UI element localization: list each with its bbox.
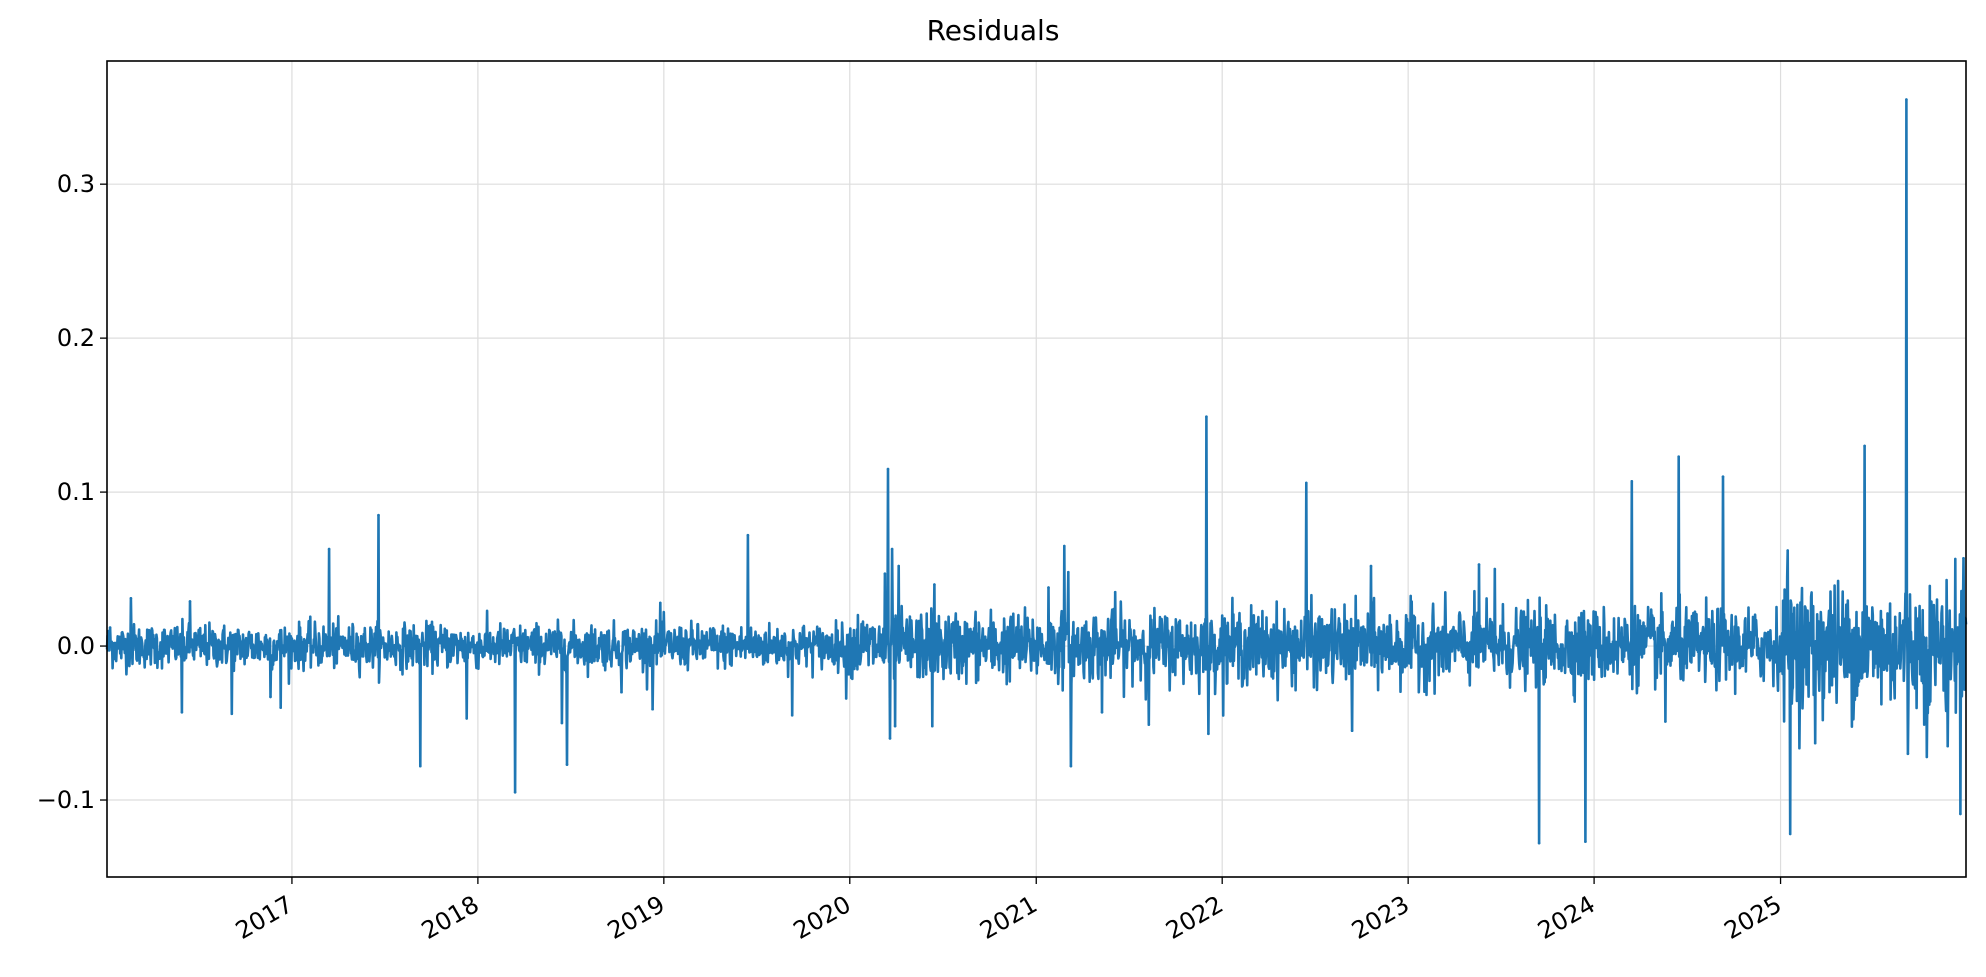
residual-spike-point — [1100, 711, 1104, 714]
x-tick-label: 2025 — [1719, 890, 1786, 945]
tick-layer: 2017 2018 2019 2020 2021 2022 2023 2024 2025 −0.1… — [37, 170, 1787, 945]
residual-spike-point — [790, 714, 794, 717]
residual-spike-point — [746, 533, 750, 537]
residual-spike-point — [1863, 444, 1866, 448]
y-tick-label: 0.3 — [57, 170, 95, 198]
residual-spike-point — [1788, 832, 1792, 836]
residual-spike-point — [651, 707, 654, 711]
residual-spike-point — [1905, 98, 1908, 101]
residual-spike-point — [419, 764, 422, 768]
residual-spike-point — [1205, 415, 1208, 419]
residual-spike-point — [188, 600, 192, 603]
y-tick-label: 0.1 — [57, 478, 95, 506]
line-layer — [105, 98, 1968, 845]
residual-spike-point — [620, 690, 623, 694]
residual-spike-point — [1113, 590, 1117, 594]
residual-spike-point — [279, 706, 283, 709]
y-tick-label: 0.2 — [57, 324, 95, 352]
residual-spike-point — [1369, 564, 1373, 568]
residual-spike-point — [1925, 755, 1929, 759]
residual-spike-point — [1584, 840, 1587, 843]
residual-spike-point — [931, 724, 934, 728]
residual-spike-point — [890, 547, 894, 551]
x-tick-label: 2019 — [603, 890, 670, 945]
residual-spike-point — [1147, 723, 1151, 726]
x-tick-label: 2023 — [1347, 890, 1414, 945]
residual-spike-point — [1906, 752, 1910, 756]
residual-spike-point — [1069, 764, 1073, 768]
plot-frame — [106, 60, 1967, 878]
residual-spike-point — [659, 601, 662, 605]
residual-spike-point — [886, 467, 890, 471]
residual-spike-point — [1721, 475, 1725, 479]
residual-spike-point — [1493, 567, 1497, 571]
residual-spike-point — [1477, 563, 1481, 566]
chart-title: Residuals — [926, 14, 1060, 47]
y-tick-label: −0.1 — [37, 786, 95, 814]
residual-spike-point — [1537, 841, 1541, 845]
residual-spike-point — [844, 697, 848, 700]
y-tick-label: 0.0 — [57, 632, 95, 660]
residual-spike-point — [1067, 570, 1070, 574]
residual-spike-point — [327, 547, 331, 551]
grid-layer — [107, 61, 1966, 877]
residual-spike-point — [108, 626, 112, 629]
residual-spike-point — [1664, 720, 1667, 723]
x-tick-label: 2018 — [417, 890, 484, 945]
x-tick-label: 2024 — [1533, 890, 1600, 945]
residual-spike-point — [883, 572, 887, 575]
residual-spike-point — [1630, 480, 1634, 483]
residual-spike-point — [1047, 586, 1050, 589]
residual-spike-point — [1350, 729, 1354, 732]
residual-spike-point — [1063, 544, 1066, 548]
residual-spike-point — [1207, 732, 1210, 736]
residuals-series-line — [105, 98, 1968, 845]
x-tick-label: 2017 — [231, 890, 298, 945]
residual-spike-point — [180, 711, 184, 714]
residual-spike-point — [269, 695, 272, 699]
residual-spike-point — [129, 597, 133, 600]
residual-spike-point — [565, 763, 569, 766]
residual-spike-point — [933, 583, 936, 586]
x-tick-label: 2020 — [789, 890, 856, 945]
residual-spike-point — [1786, 549, 1789, 552]
x-tick-label: 2022 — [1161, 890, 1228, 945]
residual-spike-point — [230, 712, 234, 716]
residual-spike-point — [888, 737, 892, 740]
residual-spike-point — [1962, 557, 1965, 560]
x-tick-label: 2021 — [975, 890, 1042, 945]
residual-spike-point — [1959, 812, 1962, 816]
residual-spike-point — [465, 717, 469, 720]
residual-spike-point — [893, 724, 897, 728]
residual-spike-point — [1305, 481, 1308, 485]
residual-spike-point — [1813, 741, 1817, 745]
residual-spike-point — [897, 564, 900, 568]
residual-spike-point — [560, 721, 564, 725]
residual-spike-point — [1677, 455, 1680, 459]
residual-spike-point — [1946, 744, 1949, 748]
residual-spike-point — [513, 791, 517, 794]
residual-spike-point — [377, 513, 380, 517]
